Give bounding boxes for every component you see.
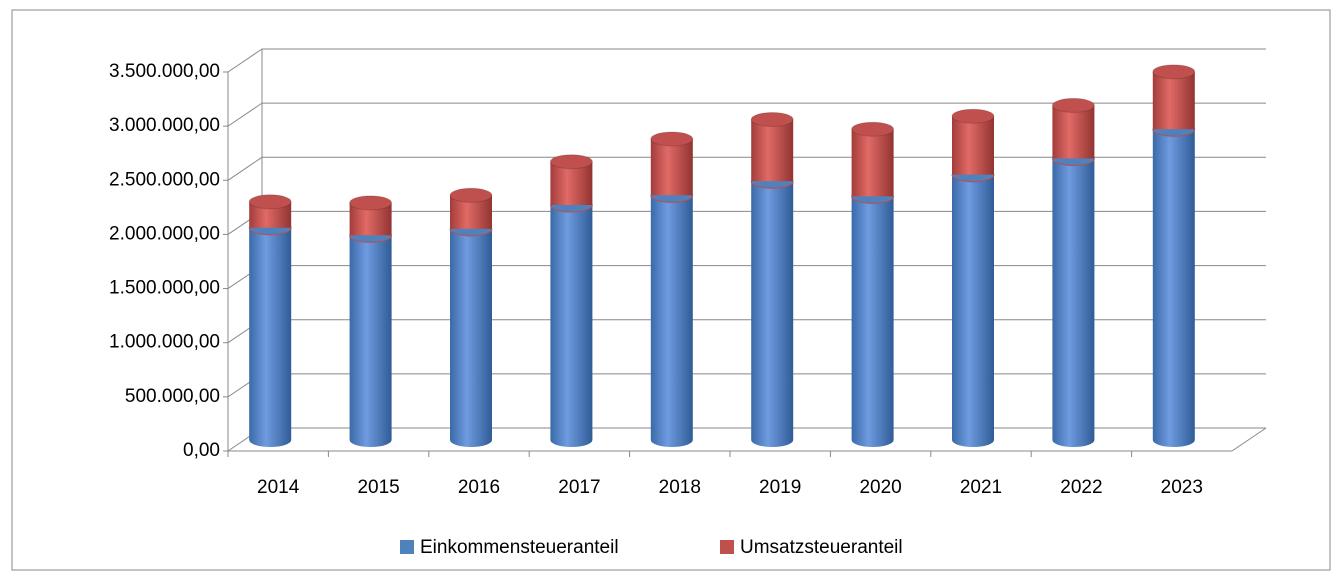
cylinder-cap	[851, 121, 895, 137]
y-tick-label: 1.500.000,00	[109, 278, 220, 299]
legend-label: Umsatzsteueranteil	[740, 537, 903, 558]
x-tick-label: 2016	[458, 477, 500, 498]
cylinder-cap	[1152, 64, 1196, 80]
legend-swatch	[400, 540, 414, 554]
bar	[851, 196, 894, 440]
cylinder-seam	[248, 227, 292, 236]
bar	[1052, 158, 1095, 440]
cylinder-cap	[650, 131, 694, 147]
y-tick-label: 500.000,00	[125, 386, 220, 407]
bar	[1052, 105, 1095, 159]
legend-swatch	[720, 540, 734, 554]
cylinder-seam	[851, 196, 895, 204]
bar	[650, 138, 693, 196]
cylinder-cap	[549, 154, 593, 170]
bar	[450, 228, 492, 440]
bar	[952, 116, 994, 175]
bar	[249, 227, 292, 440]
bar	[550, 205, 593, 440]
cylinder-seam	[549, 204, 593, 213]
y-tick-label: 2.500.000,00	[109, 169, 220, 190]
axis-line	[1231, 427, 1267, 452]
cylinder-seam	[750, 181, 794, 189]
cylinder-cap	[349, 195, 393, 211]
cylinder-seam	[951, 174, 995, 183]
bar	[349, 235, 392, 440]
x-tick-label: 2017	[558, 477, 600, 498]
grid-line	[227, 48, 263, 73]
cylinder-cap	[1051, 97, 1095, 113]
grid-line	[227, 156, 263, 181]
y-tick-label: 0,00	[183, 440, 220, 461]
x-tick-label: 2021	[960, 477, 1002, 498]
cylinder-seam	[1051, 158, 1095, 166]
y-tick-label: 3.500.000,00	[109, 61, 220, 82]
y-tick-label: 3.000.000,00	[109, 115, 220, 136]
cylinder-seam	[1152, 129, 1196, 137]
x-tick-label: 2022	[1060, 477, 1102, 498]
bar	[1152, 71, 1195, 130]
bar	[1152, 129, 1195, 440]
cylinder-seam	[349, 235, 393, 243]
cylinder-seam	[449, 228, 493, 237]
cylinder-seam	[650, 195, 694, 203]
y-tick-label: 2.000.000,00	[109, 223, 220, 244]
x-tick-label: 2014	[257, 477, 300, 498]
bar	[751, 181, 794, 440]
cylinder-cap	[449, 187, 493, 203]
x-tick-label: 2019	[759, 477, 801, 498]
x-tick-label: 2015	[357, 477, 399, 498]
cylinder-cap	[248, 194, 292, 210]
bar	[751, 119, 794, 182]
legend-label: Einkommensteueranteil	[420, 537, 619, 558]
cylinder-cap	[750, 111, 794, 127]
x-tick-label: 2018	[659, 477, 701, 498]
x-tick-label: 2023	[1161, 477, 1203, 498]
y-tick-label: 1.000.000,00	[109, 332, 220, 353]
x-tick-label: 2020	[859, 477, 901, 498]
bar	[550, 161, 593, 206]
bar	[952, 174, 994, 440]
cylinder-cap	[951, 108, 995, 124]
grid-line	[227, 102, 263, 127]
bar	[650, 195, 693, 440]
bar	[851, 129, 894, 197]
